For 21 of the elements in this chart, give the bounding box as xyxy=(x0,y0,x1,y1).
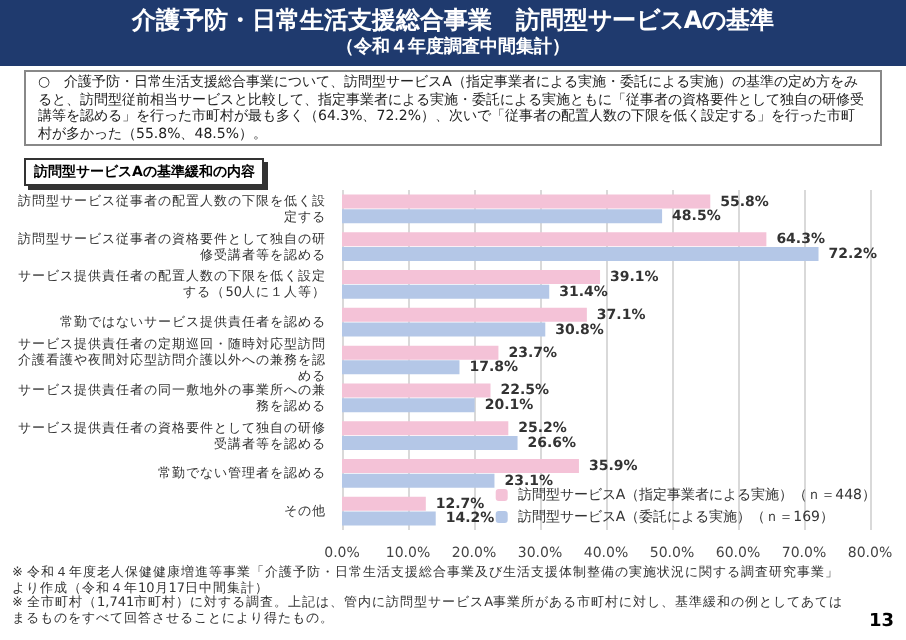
bar xyxy=(342,458,579,473)
bar xyxy=(342,511,436,526)
bar xyxy=(342,232,767,247)
bar xyxy=(342,360,460,375)
bar xyxy=(342,209,663,224)
bar xyxy=(342,270,601,285)
bar xyxy=(342,398,475,413)
bar xyxy=(342,307,587,322)
text: 13 xyxy=(868,612,894,632)
bar xyxy=(342,473,495,488)
chart-subtitle: （令和４年度調査中間集計） xyxy=(334,36,572,60)
bar xyxy=(342,435,518,450)
bar xyxy=(342,284,550,299)
chart-title: 介護予防・日常生活支援総合事業 訪問型サービスAの基準 xyxy=(129,6,777,36)
bar xyxy=(342,345,499,360)
bar xyxy=(342,421,509,436)
bar xyxy=(342,383,491,398)
bar xyxy=(342,496,426,511)
bar xyxy=(342,247,819,262)
bar xyxy=(342,322,546,337)
bar xyxy=(342,194,711,209)
